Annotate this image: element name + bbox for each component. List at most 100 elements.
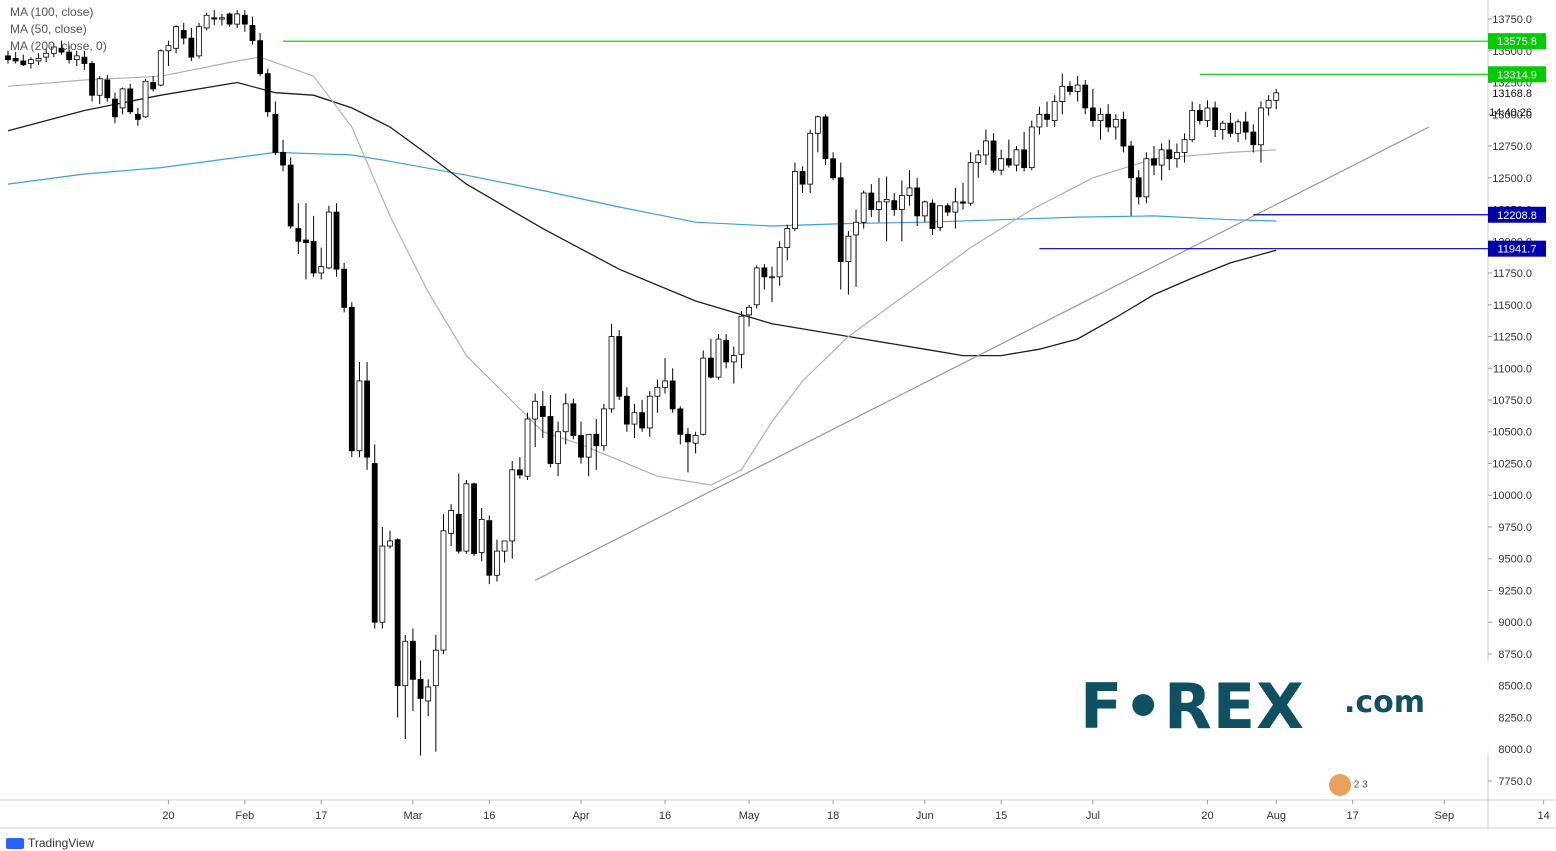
candle-body: [341, 268, 348, 308]
y-tick-label: 8250.0: [1498, 712, 1532, 724]
candle-body: [1227, 122, 1234, 134]
x-tick-label: 17: [315, 810, 327, 822]
candle-body: [539, 405, 546, 417]
candle-body: [89, 63, 95, 96]
ma200-line: [7, 151, 1277, 227]
candle-body: [1189, 110, 1196, 141]
candle-body: [356, 380, 363, 452]
candle-body: [776, 247, 783, 278]
candle-body: [165, 45, 172, 52]
candle-body: [1219, 122, 1226, 130]
candle-body: [43, 52, 50, 58]
y-tick-label: 11250.0: [1493, 332, 1532, 344]
x-tick-label: 16: [659, 810, 671, 822]
legend-ma200[interactable]: MA (200, close, 0): [10, 39, 107, 53]
candle-body: [898, 195, 905, 210]
candle-body: [219, 17, 225, 20]
candle-body: [81, 56, 88, 64]
candle-body: [593, 433, 600, 447]
candle-body: [990, 140, 997, 171]
candle-body: [402, 640, 409, 687]
y-tick-label: 7750.0: [1498, 776, 1532, 788]
x-tick-label: 14: [1538, 810, 1550, 822]
y-tick-label: 12750.0: [1492, 141, 1532, 153]
x-tick-label: 18: [827, 810, 839, 822]
event-badge[interactable]: 2 3: [1329, 774, 1368, 796]
x-tick-label: 16: [483, 810, 495, 822]
candle-body: [440, 530, 447, 651]
candle-body: [960, 201, 966, 204]
level-label-bg: [1488, 206, 1546, 223]
candle-body: [318, 266, 325, 274]
candle-body: [623, 395, 630, 425]
candle-body: [494, 550, 500, 576]
candle-body: [96, 78, 103, 96]
candle-body: [1036, 113, 1043, 128]
y-tick-label: 9750.0: [1498, 522, 1532, 534]
candle-body: [761, 267, 768, 278]
y-tick-label: 11750.0: [1493, 268, 1532, 280]
trendline[interactable]: [534, 126, 1430, 581]
footer-brand[interactable]: TradingView: [28, 836, 95, 850]
logo-suffix: .com: [1344, 685, 1426, 720]
x-tick-label: 15: [995, 810, 1007, 822]
candle-body: [1089, 107, 1096, 122]
legend-ma100[interactable]: MA (100, close): [10, 5, 94, 19]
candle-body: [180, 30, 187, 39]
y-tick-label: 10750.0: [1492, 395, 1532, 407]
candle-body: [524, 418, 531, 477]
candle-body: [1021, 149, 1028, 169]
candle-body: [753, 267, 760, 306]
candle-body: [1265, 99, 1272, 109]
candle-body: [967, 162, 974, 204]
candle-body: [20, 60, 27, 66]
candle-body: [394, 539, 401, 687]
x-tick-label: Aug: [1266, 810, 1286, 822]
candle-body: [410, 640, 416, 680]
candle-body: [799, 171, 806, 185]
candle-body: [975, 154, 982, 163]
candle-body: [455, 513, 462, 552]
tradingview-icon[interactable]: [6, 837, 24, 849]
candle-body: [746, 306, 752, 316]
candle-body: [486, 520, 493, 576]
x-tick-label: Mar: [403, 810, 422, 822]
candle-body: [387, 540, 393, 547]
y-tick-label: 12500.0: [1492, 173, 1532, 185]
candle-body: [257, 40, 264, 75]
candle-body: [876, 201, 882, 210]
x-tick-label: Feb: [235, 810, 254, 822]
candle-body: [646, 395, 653, 429]
level-label: 13575.8: [1497, 36, 1537, 48]
candle-body: [1212, 107, 1219, 130]
candle-body: [5, 55, 11, 61]
candle-body: [249, 24, 256, 42]
candle-body: [425, 686, 432, 702]
candle-body: [73, 55, 80, 61]
candle-body: [677, 408, 684, 435]
y-tick-label: 13000.0: [1492, 109, 1532, 121]
candle-body: [66, 51, 73, 61]
candle-body: [547, 416, 554, 464]
candle-body: [1120, 118, 1127, 147]
candle-body: [35, 58, 42, 62]
candle-body: [448, 510, 455, 534]
candle-body: [845, 235, 852, 262]
candle-body: [1143, 158, 1150, 198]
candle-body: [784, 228, 791, 249]
candle-body: [1258, 107, 1264, 146]
candle-body: [555, 431, 561, 464]
candle-body: [585, 433, 592, 458]
forex-logo: F•REX .com: [1056, 660, 1496, 755]
candle-body: [707, 357, 714, 378]
candle-body: [1174, 151, 1180, 160]
candle-body: [692, 435, 699, 444]
candle-body: [226, 13, 233, 25]
candle-body: [211, 17, 218, 20]
legend-ma50[interactable]: MA (50, close): [10, 22, 87, 36]
x-tick-label: Apr: [572, 810, 589, 822]
candle-body: [601, 408, 607, 447]
candle-body: [471, 483, 477, 555]
